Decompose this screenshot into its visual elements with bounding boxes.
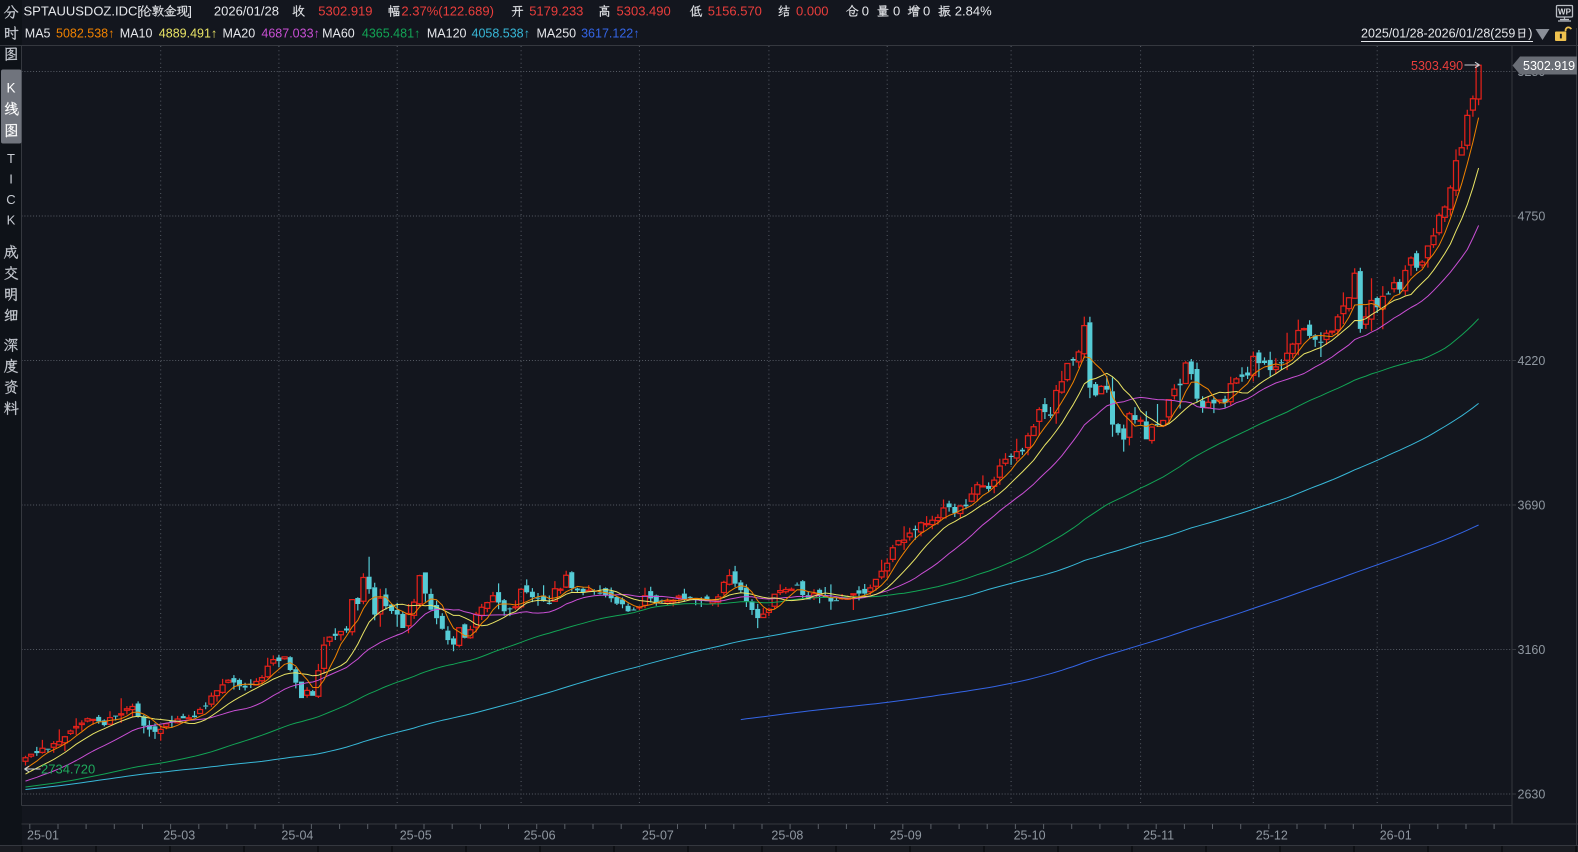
svg-text:4058.538↑: 4058.538↑ (472, 26, 530, 40)
svg-text:25-04: 25-04 (281, 828, 313, 842)
svg-text:3617.122↑: 3617.122↑ (581, 26, 639, 40)
svg-text:25-03: 25-03 (163, 828, 195, 842)
svg-text:T: T (7, 151, 15, 166)
svg-text:C: C (6, 192, 15, 207)
svg-text:MA10: MA10 (120, 26, 153, 40)
svg-text:3160: 3160 (1518, 643, 1546, 657)
svg-text:25-07: 25-07 (642, 828, 674, 842)
svg-text:MA250: MA250 (537, 26, 577, 40)
svg-text:SPTAUUSDOZ.IDC[: SPTAUUSDOZ.IDC[ (24, 4, 142, 19)
svg-text:0: 0 (923, 4, 930, 19)
svg-text:5179.233: 5179.233 (529, 4, 583, 19)
svg-text:0: 0 (862, 4, 869, 19)
svg-text:5156.570: 5156.570 (708, 4, 762, 19)
svg-text:4750: 4750 (1518, 209, 1546, 223)
svg-text:0.000: 0.000 (796, 4, 829, 19)
svg-text:25-10: 25-10 (1014, 828, 1046, 842)
svg-text:25-05: 25-05 (400, 828, 432, 842)
svg-text:2.37%(122.689): 2.37%(122.689) (401, 4, 494, 19)
svg-text:5082.538↑: 5082.538↑ (56, 26, 114, 40)
svg-text:2734.720: 2734.720 (41, 762, 95, 777)
svg-text:2025/01/28-2026/01/28(259: 2025/01/28-2026/01/28(259 (1361, 26, 1515, 40)
svg-text:]: ] (188, 4, 192, 19)
svg-text:2630: 2630 (1518, 787, 1546, 801)
svg-text:5303.490: 5303.490 (617, 4, 671, 19)
svg-text:3690: 3690 (1518, 498, 1546, 512)
svg-text:): ) (1528, 26, 1532, 40)
svg-text:25-06: 25-06 (524, 828, 556, 842)
svg-text:MA5: MA5 (25, 26, 51, 40)
svg-text:MA20: MA20 (223, 26, 256, 40)
svg-text:26-01: 26-01 (1380, 828, 1412, 842)
svg-text:5302.919: 5302.919 (318, 4, 372, 19)
svg-text:I: I (9, 172, 13, 187)
svg-text:MA60: MA60 (322, 26, 355, 40)
svg-text:25-11: 25-11 (1143, 828, 1174, 842)
svg-text:K: K (7, 213, 16, 228)
svg-text:4687.033↑: 4687.033↑ (261, 26, 319, 40)
svg-text:MA120: MA120 (427, 26, 467, 40)
svg-text:5303.490: 5303.490 (1411, 59, 1463, 73)
svg-text:WP: WP (1558, 7, 1572, 16)
svg-text:25-09: 25-09 (890, 828, 922, 842)
svg-text:4889.491↑: 4889.491↑ (159, 26, 217, 40)
svg-text:K: K (6, 80, 15, 95)
svg-text:4365.481↑: 4365.481↑ (362, 26, 420, 40)
svg-text:5302.919: 5302.919 (1523, 59, 1575, 73)
svg-text:25-12: 25-12 (1256, 828, 1288, 842)
svg-text:25-08: 25-08 (771, 828, 803, 842)
svg-text:25-01: 25-01 (27, 828, 59, 842)
svg-text:0: 0 (893, 4, 900, 19)
svg-text:4220: 4220 (1518, 354, 1546, 368)
svg-text:2.84%: 2.84% (955, 4, 992, 19)
svg-text:2026/01/28: 2026/01/28 (214, 4, 279, 19)
